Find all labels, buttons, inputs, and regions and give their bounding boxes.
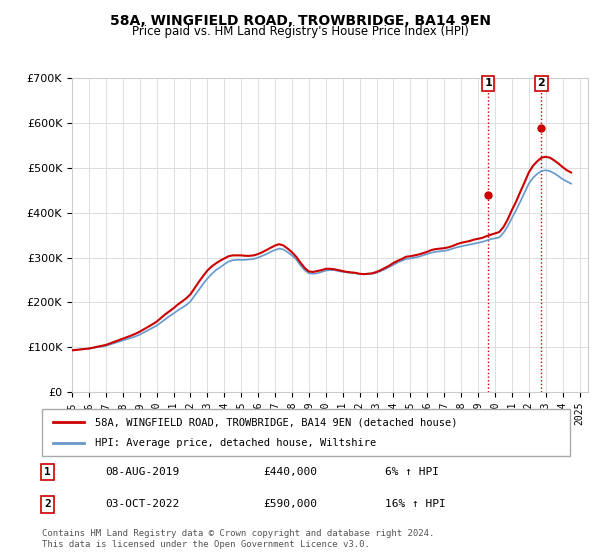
Text: 03-OCT-2022: 03-OCT-2022	[106, 500, 179, 509]
FancyBboxPatch shape	[42, 409, 570, 456]
Text: 08-AUG-2019: 08-AUG-2019	[106, 467, 179, 477]
Text: HPI: Average price, detached house, Wiltshire: HPI: Average price, detached house, Wilt…	[95, 438, 376, 448]
Text: 58A, WINGFIELD ROAD, TROWBRIDGE, BA14 9EN: 58A, WINGFIELD ROAD, TROWBRIDGE, BA14 9E…	[110, 14, 491, 28]
Text: 1: 1	[484, 78, 492, 88]
Text: Contains HM Land Registry data © Crown copyright and database right 2024.
This d: Contains HM Land Registry data © Crown c…	[42, 529, 434, 549]
Text: Price paid vs. HM Land Registry's House Price Index (HPI): Price paid vs. HM Land Registry's House …	[131, 25, 469, 38]
Text: £440,000: £440,000	[264, 467, 318, 477]
Text: 2: 2	[538, 78, 545, 88]
Text: 1: 1	[44, 467, 50, 477]
Text: £590,000: £590,000	[264, 500, 318, 509]
Text: 16% ↑ HPI: 16% ↑ HPI	[385, 500, 446, 509]
Text: 2: 2	[44, 500, 50, 509]
Text: 6% ↑ HPI: 6% ↑ HPI	[385, 467, 439, 477]
Text: 58A, WINGFIELD ROAD, TROWBRIDGE, BA14 9EN (detached house): 58A, WINGFIELD ROAD, TROWBRIDGE, BA14 9E…	[95, 417, 457, 427]
